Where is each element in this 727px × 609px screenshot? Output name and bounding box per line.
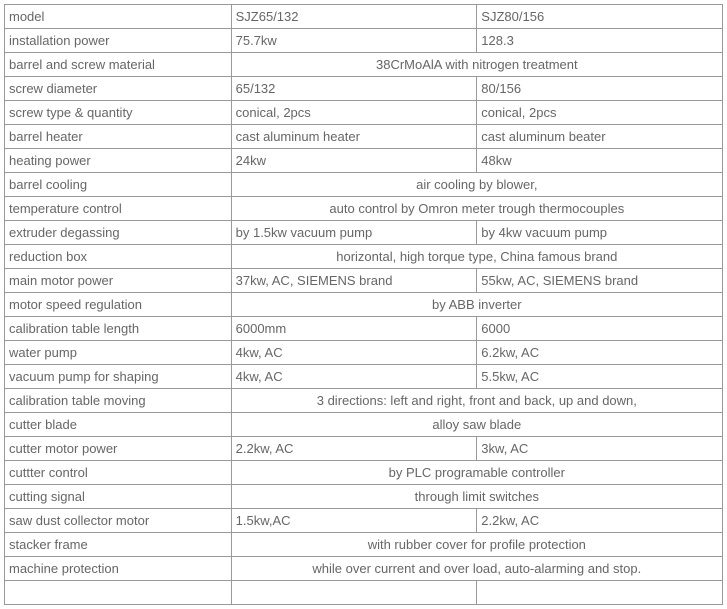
row-value-2: 6000 [477, 317, 723, 341]
row-label: water pump [5, 341, 232, 365]
table-row: heating power24kw48kw [5, 149, 723, 173]
table-row: screw diameter65/13280/156 [5, 77, 723, 101]
row-label: temperature control [5, 197, 232, 221]
table-row: vacuum pump for shaping4kw, AC5.5kw, AC [5, 365, 723, 389]
row-value-merged: 38CrMoAlA with nitrogen treatment [231, 53, 722, 77]
table-row: cutter bladealloy saw blade [5, 413, 723, 437]
row-value-2: 55kw, AC, SIEMENS brand [477, 269, 723, 293]
row-value-1: conical, 2pcs [231, 101, 477, 125]
row-value-2: 128.3 [477, 29, 723, 53]
table-row: machine protectionwhile over current and… [5, 557, 723, 581]
table-row: motor speed regulationby ABB inverter [5, 293, 723, 317]
table-row: extruder degassingby 1.5kw vacuum pumpby… [5, 221, 723, 245]
row-value-1 [231, 581, 477, 605]
table-row: stacker framewith rubber cover for profi… [5, 533, 723, 557]
table-row: barrel and screw material38CrMoAlA with … [5, 53, 723, 77]
table-row: temperature controlauto control by Omron… [5, 197, 723, 221]
table-row: cutter motor power2.2kw, AC3kw, AC [5, 437, 723, 461]
table-row: modelSJZ65/132SJZ80/156 [5, 5, 723, 29]
row-label: machine protection [5, 557, 232, 581]
table-row: cutting signalthrough limit switches [5, 485, 723, 509]
row-value-merged: with rubber cover for profile protection [231, 533, 722, 557]
table-row: installation power75.7kw128.3 [5, 29, 723, 53]
row-value-merged: through limit switches [231, 485, 722, 509]
row-label: model [5, 5, 232, 29]
table-row: screw type & quantityconical, 2pcsconica… [5, 101, 723, 125]
row-value-2: 80/156 [477, 77, 723, 101]
row-label: calibration table length [5, 317, 232, 341]
table-row [5, 581, 723, 605]
row-label: heating power [5, 149, 232, 173]
row-label: motor speed regulation [5, 293, 232, 317]
row-value-merged: by ABB inverter [231, 293, 722, 317]
row-value-2: SJZ80/156 [477, 5, 723, 29]
table-row: calibration table length6000mm6000 [5, 317, 723, 341]
row-value-2: 48kw [477, 149, 723, 173]
row-value-2: conical, 2pcs [477, 101, 723, 125]
row-value-1: 1.5kw,AC [231, 509, 477, 533]
row-value-1: cast aluminum heater [231, 125, 477, 149]
row-label: barrel and screw material [5, 53, 232, 77]
table-row: reduction boxhorizontal, high torque typ… [5, 245, 723, 269]
row-label: reduction box [5, 245, 232, 269]
row-label: saw dust collector motor [5, 509, 232, 533]
row-value-merged: horizontal, high torque type, China famo… [231, 245, 722, 269]
row-value-2: 3kw, AC [477, 437, 723, 461]
table-row: water pump4kw, AC6.2kw, AC [5, 341, 723, 365]
row-value-1: 37kw, AC, SIEMENS brand [231, 269, 477, 293]
row-label: screw type & quantity [5, 101, 232, 125]
row-label [5, 581, 232, 605]
row-value-2: 2.2kw, AC [477, 509, 723, 533]
row-label: screw diameter [5, 77, 232, 101]
row-label: calibration table moving [5, 389, 232, 413]
table-row: saw dust collector motor1.5kw,AC2.2kw, A… [5, 509, 723, 533]
spec-table: modelSJZ65/132SJZ80/156installation powe… [4, 4, 723, 605]
row-value-2: cast aluminum beater [477, 125, 723, 149]
row-value-1: 24kw [231, 149, 477, 173]
row-label: cutter blade [5, 413, 232, 437]
row-label: stacker frame [5, 533, 232, 557]
row-value-1: 2.2kw, AC [231, 437, 477, 461]
row-value-merged: while over current and over load, auto-a… [231, 557, 722, 581]
row-value-1: 75.7kw [231, 29, 477, 53]
row-label: vacuum pump for shaping [5, 365, 232, 389]
row-label: installation power [5, 29, 232, 53]
table-row: barrel heatercast aluminum heatercast al… [5, 125, 723, 149]
table-row: main motor power37kw, AC, SIEMENS brand5… [5, 269, 723, 293]
row-label: cutting signal [5, 485, 232, 509]
row-value-2: 5.5kw, AC [477, 365, 723, 389]
row-value-1: 65/132 [231, 77, 477, 101]
row-value-2 [477, 581, 723, 605]
row-value-merged: air cooling by blower, [231, 173, 722, 197]
row-label: barrel heater [5, 125, 232, 149]
row-value-merged: 3 directions: left and right, front and … [231, 389, 722, 413]
row-value-1: by 1.5kw vacuum pump [231, 221, 477, 245]
row-value-1: 4kw, AC [231, 365, 477, 389]
row-label: extruder degassing [5, 221, 232, 245]
row-label: cutter motor power [5, 437, 232, 461]
row-value-2: by 4kw vacuum pump [477, 221, 723, 245]
row-label: cuttter control [5, 461, 232, 485]
row-value-1: 4kw, AC [231, 341, 477, 365]
row-value-1: 6000mm [231, 317, 477, 341]
row-value-2: 6.2kw, AC [477, 341, 723, 365]
row-value-merged: alloy saw blade [231, 413, 722, 437]
row-value-merged: auto control by Omron meter trough therm… [231, 197, 722, 221]
row-label: barrel cooling [5, 173, 232, 197]
table-row: cuttter controlby PLC programable contro… [5, 461, 723, 485]
row-label: main motor power [5, 269, 232, 293]
table-row: calibration table moving3 directions: le… [5, 389, 723, 413]
table-row: barrel coolingair cooling by blower, [5, 173, 723, 197]
row-value-1: SJZ65/132 [231, 5, 477, 29]
row-value-merged: by PLC programable controller [231, 461, 722, 485]
